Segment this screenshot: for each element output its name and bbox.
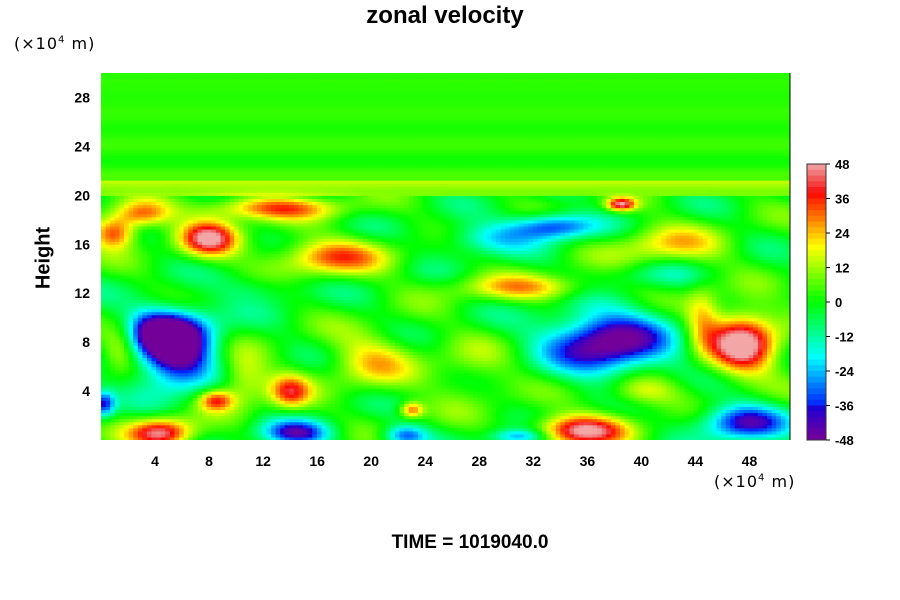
y-tick-label: 4 [82,383,90,399]
colorbar-tick-label: 48 [835,157,849,172]
colorbar-swatch [807,296,826,303]
colorbar-swatch [807,279,826,286]
colorbar-swatch [807,221,826,228]
plot-area [101,73,791,440]
colorbar-swatch [807,434,826,441]
colorbar-swatch [807,261,826,268]
x-axis-unit: (×104 m) [714,472,796,491]
colorbar-tick-label: -36 [835,399,854,414]
x-tick-label: 32 [526,453,542,469]
colorbar-swatch [807,302,826,309]
colorbar-swatch [807,244,826,251]
colorbar-tick-label: -12 [835,330,854,345]
x-tick-label: 16 [309,453,325,469]
colorbar: 48 36 24 12 0 -12 -24 -36 -48 [806,157,855,448]
x-tick-label: 8 [205,453,213,469]
colorbar-swatch [807,382,826,389]
colorbar-tick-label: 12 [835,261,849,276]
colorbar-swatch [807,192,826,199]
y-tick-label: 8 [82,334,90,350]
colorbar-swatch [807,307,826,314]
colorbar-swatch [807,399,826,406]
y-tick-label: 12 [74,285,90,301]
colorbar-swatch [807,353,826,360]
colorbar-swatch [807,342,826,349]
colorbar-swatch [807,411,826,418]
colorbar-swatch [807,233,826,240]
colorbar-swatch [807,273,826,280]
colorbar-swatch [807,267,826,274]
colorbar-swatch [807,169,826,176]
colorbar-tick-label: 0 [835,295,842,310]
y-axis-unit: (×104 m) [14,34,96,53]
time-label: TIME = 1019040.0 [391,532,549,553]
colorbar-swatch [807,313,826,320]
colorbar-swatch [807,371,826,378]
colorbar-swatch [807,336,826,343]
colorbar-swatch [807,359,826,366]
y-tick-label: 20 [74,187,90,203]
colorbar-swatch [807,428,826,435]
colorbar-swatch [807,215,826,222]
x-tick-label: 36 [580,453,596,469]
colorbar-swatch [807,394,826,401]
colorbar-swatch [807,284,826,291]
colorbar-swatch [807,204,826,211]
colorbar-tick-label: -48 [835,433,854,448]
colorbar-swatch [807,227,826,234]
colorbar-tick-label: 24 [835,226,850,241]
x-tick-label: 24 [417,453,433,469]
colorbar-swatch [807,198,826,205]
y-tick-label: 24 [74,138,90,154]
colorbar-swatch [807,325,826,332]
colorbar-swatch [807,319,826,326]
chart-title: zonal velocity [366,2,524,29]
x-tick-label: 12 [255,453,271,469]
colorbar-swatch [807,348,826,355]
colorbar-swatch [807,210,826,217]
heatmap-field [101,73,790,440]
x-tick-label: 4 [151,453,159,469]
colorbar-swatch [807,164,826,171]
colorbar-swatch [807,388,826,395]
x-tick-label: 48 [742,453,758,469]
colorbar-tick-label: -24 [835,364,855,379]
colorbar-swatch [807,290,826,297]
colorbar-tick-label: 36 [835,192,849,207]
x-tick-label: 40 [634,453,650,469]
colorbar-swatch [807,256,826,263]
colorbar-swatch [807,175,826,182]
colorbar-swatch [807,238,826,245]
colorbar-swatch [807,422,826,429]
colorbar-swatch [807,417,826,424]
colorbar-swatch [807,330,826,337]
colorbar-swatch [807,250,826,257]
y-tick-label: 28 [74,89,90,105]
colorbar-swatch [807,181,826,188]
x-tick-label: 20 [363,453,379,469]
x-tick-label: 28 [471,453,487,469]
colorbar-swatch [807,365,826,372]
y-tick-label: 16 [74,236,90,252]
colorbar-swatch [807,376,826,383]
colorbar-swatch [807,405,826,412]
x-tick-label: 44 [688,453,704,469]
colorbar-swatch [807,187,826,194]
